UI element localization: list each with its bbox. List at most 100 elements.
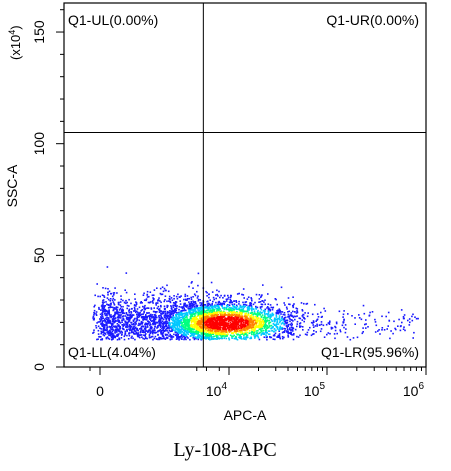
event-dot <box>240 322 242 324</box>
event-dot <box>260 318 262 321</box>
event-dot <box>177 330 180 332</box>
event-dot <box>151 320 153 322</box>
event-dot <box>103 319 105 322</box>
event-dot <box>171 310 174 313</box>
event-dot <box>402 328 405 330</box>
event-dot <box>210 317 213 320</box>
event-dot <box>228 312 231 315</box>
event-dot <box>175 314 177 316</box>
event-dot <box>171 338 173 340</box>
event-dot <box>400 325 402 327</box>
event-dot <box>151 335 153 338</box>
event-dot <box>210 334 212 337</box>
event-dot <box>113 307 115 310</box>
event-dot <box>112 315 114 317</box>
event-dot <box>125 312 128 314</box>
event-dot <box>230 300 232 302</box>
event-dot <box>211 291 214 293</box>
event-dot <box>191 306 194 308</box>
event-dot <box>286 331 289 333</box>
event-dot <box>251 329 253 331</box>
event-dot <box>214 330 216 332</box>
event-dot <box>268 323 270 325</box>
event-dot <box>274 332 277 335</box>
event-dot <box>216 328 219 330</box>
event-dot <box>279 320 281 323</box>
event-dot <box>178 317 181 319</box>
event-dot <box>270 327 272 330</box>
event-dot <box>228 331 231 333</box>
event-dot <box>148 295 150 298</box>
event-dot <box>170 307 173 310</box>
event-dot <box>232 308 234 310</box>
event-dot <box>95 325 97 327</box>
event-dot <box>381 327 384 329</box>
event-dot <box>218 329 220 332</box>
event-dot <box>206 303 209 305</box>
event-dot <box>159 320 162 322</box>
event-dot <box>222 311 224 314</box>
event-dot <box>383 329 386 331</box>
event-dot <box>278 330 280 332</box>
event-dot <box>161 293 164 296</box>
event-dot <box>238 292 240 295</box>
event-dot <box>93 311 95 314</box>
event-dot <box>336 332 338 335</box>
event-dot <box>157 299 160 301</box>
event-dot <box>208 303 210 306</box>
event-dot <box>179 303 182 305</box>
event-dot <box>207 302 210 305</box>
event-dot <box>104 324 106 326</box>
event-dot <box>251 324 253 326</box>
event-dot <box>137 324 140 327</box>
event-dot <box>159 328 162 331</box>
event-dot <box>171 335 173 337</box>
event-dot <box>331 327 334 329</box>
event-dot <box>161 320 164 323</box>
event-dot <box>154 323 157 325</box>
event-dot <box>191 315 194 317</box>
event-dot <box>204 328 207 330</box>
event-dot <box>134 324 136 326</box>
event-dot <box>170 334 172 337</box>
event-dot <box>280 286 283 289</box>
event-dot <box>260 316 263 318</box>
event-dot <box>118 311 121 314</box>
event-dot <box>254 328 256 331</box>
event-dot <box>247 319 250 322</box>
event-dot <box>283 320 286 323</box>
event-dot <box>129 332 131 334</box>
event-dot <box>218 303 221 306</box>
event-dot <box>200 304 203 306</box>
event-dot <box>145 316 148 319</box>
event-dot <box>107 331 110 334</box>
event-dot <box>180 314 182 316</box>
event-dot <box>216 321 219 324</box>
event-dot <box>265 329 268 331</box>
event-dot <box>195 336 197 338</box>
event-dot <box>330 328 333 330</box>
event-dot <box>212 311 214 313</box>
event-dot <box>151 300 154 303</box>
event-dot <box>168 310 171 312</box>
event-dot <box>289 320 291 323</box>
event-dot <box>196 307 198 310</box>
event-dot <box>313 330 315 332</box>
event-dot <box>159 314 161 317</box>
event-dot <box>193 326 196 328</box>
event-dot <box>300 325 302 328</box>
event-dot <box>108 312 111 315</box>
event-dot <box>110 316 112 319</box>
event-dot <box>102 329 105 331</box>
event-dot <box>273 317 276 320</box>
event-dot <box>206 329 208 332</box>
event-dot <box>201 316 204 319</box>
event-dot <box>224 301 226 303</box>
event-dot <box>185 316 187 319</box>
event-dot <box>254 312 256 314</box>
event-dot <box>260 308 263 311</box>
event-dot <box>180 324 183 326</box>
event-dot <box>265 324 268 326</box>
event-dot <box>146 307 149 309</box>
event-dot <box>221 327 224 329</box>
